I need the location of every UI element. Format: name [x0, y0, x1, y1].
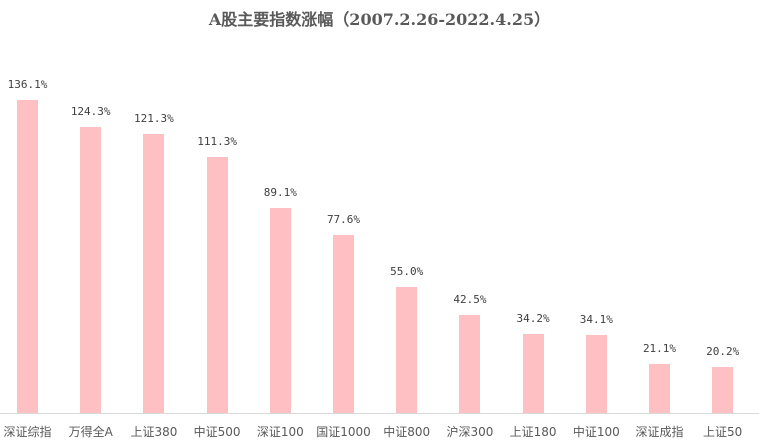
category-label: 沪深300	[446, 425, 494, 439]
bar	[269, 208, 291, 413]
data-label: 124.3%	[70, 105, 111, 119]
chart-title: A股主要指数涨幅（2007.2.26-2022.4.25）	[208, 10, 551, 29]
data-label: 89.1%	[263, 186, 297, 200]
bar	[17, 100, 38, 413]
category-label: 上证180	[509, 425, 557, 439]
data-label: 34.1%	[579, 312, 613, 326]
bar	[585, 334, 607, 413]
bar	[396, 286, 418, 413]
bar	[459, 315, 481, 413]
data-label: 77.6%	[326, 212, 361, 226]
bar	[712, 366, 734, 413]
data-label: 20.2%	[706, 344, 740, 358]
data-label: 136.1%	[7, 78, 48, 91]
x-axis-line	[0, 413, 759, 414]
category-label: 中证100	[572, 425, 620, 439]
data-label: 21.1%	[642, 342, 677, 356]
category-label: 万得全A	[68, 425, 113, 439]
bar	[333, 234, 354, 413]
category-label: 上证380	[130, 425, 178, 439]
category-label: 上证50	[703, 425, 743, 439]
bar	[649, 364, 670, 413]
data-label: 55.0%	[390, 264, 424, 278]
category-label: 深证综指	[3, 425, 52, 439]
bar	[80, 127, 102, 413]
bar	[522, 334, 544, 413]
category-label: 中证800	[383, 425, 431, 439]
category-label: 深证成指	[635, 425, 684, 439]
data-label: 42.5%	[453, 293, 487, 307]
bar	[143, 134, 165, 413]
category-label: 中证500	[193, 425, 241, 439]
data-label: 121.3%	[134, 112, 174, 126]
bar	[206, 157, 228, 413]
data-label: 34.2%	[516, 312, 550, 326]
category-label: 国证1000	[316, 425, 371, 439]
category-label: 深证100	[256, 425, 304, 439]
data-label: 111.3%	[197, 135, 237, 149]
